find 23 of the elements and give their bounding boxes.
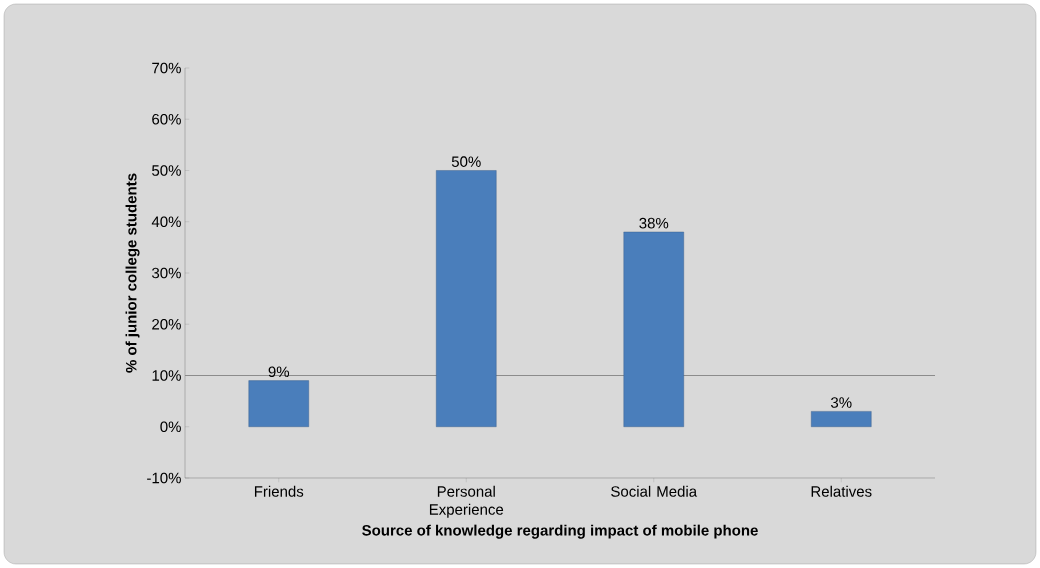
x-tick-label: Social Media [611, 485, 698, 497]
y-tick-label: 10% [152, 370, 181, 381]
y-tick-label: 60% [152, 113, 181, 125]
y-tick-label: 40% [151, 216, 181, 228]
bar [811, 411, 872, 427]
data-label: 38% [639, 217, 669, 229]
bar [623, 231, 684, 427]
data-label: 50% [451, 156, 481, 167]
y-tick-label: -10% [147, 472, 181, 484]
y-tick-label: 20% [152, 318, 181, 330]
bar [436, 170, 497, 427]
bar [248, 380, 309, 427]
x-tick-label: Friends [254, 485, 304, 497]
y-tick-label: 50% [152, 165, 181, 176]
y-tick-label: 70% [152, 62, 181, 74]
y-axis-title: % of junior college students [125, 173, 140, 373]
data-label: 3% [830, 397, 852, 408]
data-label: 9% [268, 366, 290, 378]
y-tick-label: 30% [152, 267, 181, 279]
x-tick-label: Personal Experience [429, 485, 504, 518]
y-tick-label: 0% [160, 421, 181, 433]
x-tick-label: Relatives [811, 485, 872, 497]
x-axis-title: Source of knowledge regarding impact of mobile phone [362, 524, 758, 539]
